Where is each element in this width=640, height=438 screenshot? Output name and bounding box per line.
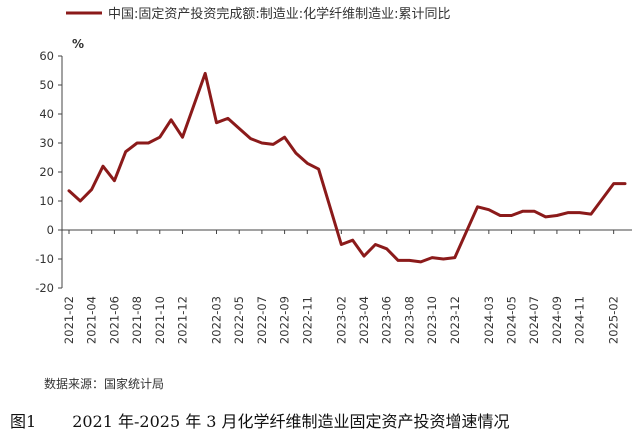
x-axis-ticks: 2021-02 2021-04 2021-06 2021-08 2021-10 2021-… xyxy=(62,230,621,344)
chart-legend: 中国:固定资产投资完成额:制造业:化学纤维制造业:累计同比 xyxy=(66,6,451,22)
x-tick-label: 2025-02 xyxy=(607,296,621,344)
y-tick-label: 30 xyxy=(39,136,54,150)
figure-label: 图1 xyxy=(10,412,37,431)
x-tick-label: 2024-03 xyxy=(482,296,496,344)
x-tick-label: 2023-08 xyxy=(402,296,416,344)
x-tick-label: 2021-10 xyxy=(153,296,167,344)
x-tick-label: 2022-07 xyxy=(255,296,269,344)
line-chart: 中国:固定资产投资完成额:制造业:化学纤维制造业:累计同比 % -20 -10 0 1… xyxy=(35,6,632,344)
x-tick-label: 2023-04 xyxy=(357,296,371,344)
y-tick-label: 40 xyxy=(39,107,54,121)
data-source-note: 数据来源：国家统计局 xyxy=(44,377,165,391)
x-tick-label: 2021-12 xyxy=(175,296,189,344)
x-tick-label: 2021-08 xyxy=(130,296,144,344)
y-tick-label: 50 xyxy=(39,78,54,92)
x-tick-label: 2024-05 xyxy=(505,296,519,344)
x-tick-label: 2023-02 xyxy=(334,296,348,344)
x-tick-label: 2022-03 xyxy=(210,296,224,344)
y-axis-ticks: -20 -10 0 10 20 30 40 50 60 xyxy=(35,49,62,295)
y-tick-label: -10 xyxy=(35,252,54,266)
chart-axes xyxy=(61,56,632,288)
x-tick-label: 2021-06 xyxy=(107,296,121,344)
x-tick-label: 2021-04 xyxy=(85,296,99,344)
series-group xyxy=(67,71,627,264)
x-tick-label: 2023-06 xyxy=(380,296,394,344)
series-line xyxy=(67,71,627,264)
x-tick-label: 2024-09 xyxy=(550,296,564,344)
x-tick-label: 2024-07 xyxy=(527,296,541,344)
y-tick-label: 0 xyxy=(47,223,54,237)
figure-caption: 图1 2021 年-2025 年 3 月化学纤维制造业固定资产投资增速情况 xyxy=(0,408,640,432)
x-tick-label: 2021-02 xyxy=(62,296,76,344)
y-tick-label: 10 xyxy=(39,194,54,208)
x-tick-label: 2022-11 xyxy=(300,296,314,344)
x-tick-label: 2022-05 xyxy=(232,296,246,344)
y-tick-label: 20 xyxy=(39,165,54,179)
figure-title: 2021 年-2025 年 3 月化学纤维制造业固定资产投资增速情况 xyxy=(72,412,510,431)
y-tick-label: -20 xyxy=(35,281,54,295)
x-tick-label: 2024-11 xyxy=(573,296,587,344)
y-tick-label: 60 xyxy=(39,49,54,63)
y-axis-unit: % xyxy=(72,37,84,51)
x-tick-label: 2022-09 xyxy=(278,296,292,344)
legend-label: 中国:固定资产投资完成额:制造业:化学纤维制造业:累计同比 xyxy=(108,6,451,22)
x-tick-label: 2023-10 xyxy=(425,296,439,344)
x-tick-label: 2023-12 xyxy=(448,296,462,344)
